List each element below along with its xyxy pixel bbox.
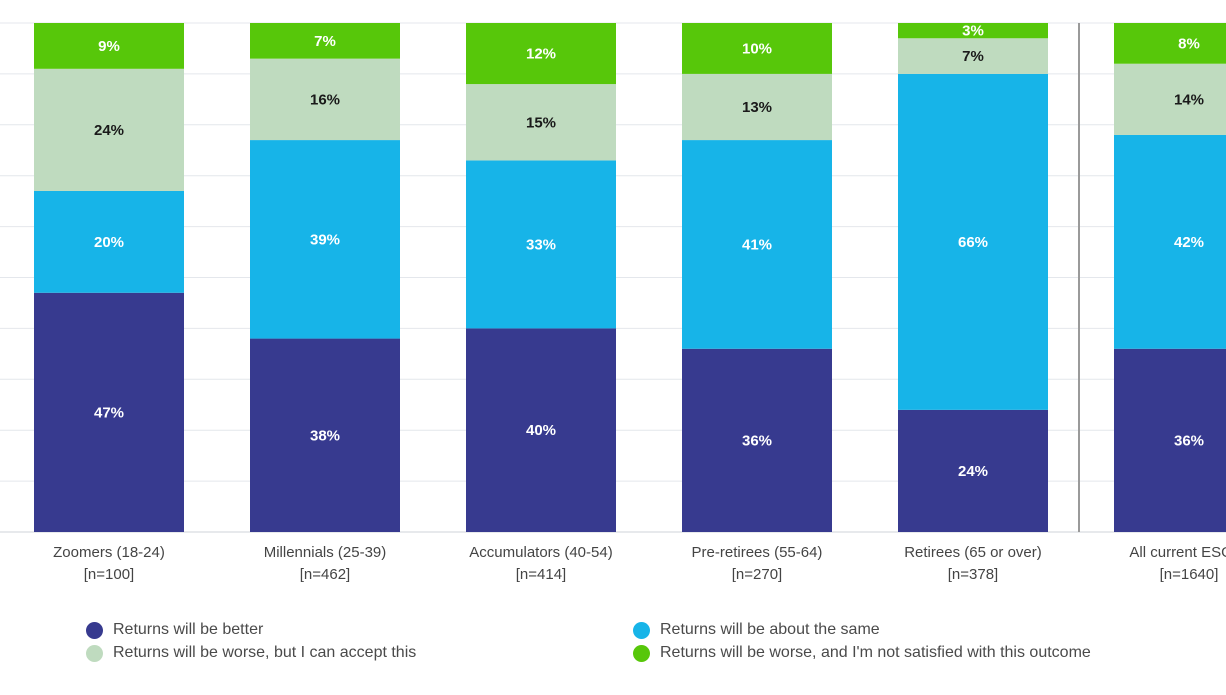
bar-segment xyxy=(1114,134,1226,349)
bar-segment xyxy=(250,23,400,59)
bar-segment xyxy=(682,140,832,349)
bar-segment xyxy=(1114,348,1226,532)
data-label: 66% xyxy=(958,234,988,251)
data-label: 14% xyxy=(1174,91,1204,108)
data-label: 38% xyxy=(310,427,340,444)
bar-segment xyxy=(34,23,184,69)
category-count-label: [n=414] xyxy=(516,566,566,583)
bar-segment xyxy=(466,328,616,532)
bar-segment xyxy=(34,292,184,532)
data-label: 8% xyxy=(1178,35,1200,52)
data-label: 12% xyxy=(526,46,556,63)
data-label: 39% xyxy=(310,231,340,248)
data-label: 40% xyxy=(526,422,556,439)
bar-segment xyxy=(250,338,400,532)
data-label: 15% xyxy=(526,114,556,131)
category-label: Pre-retirees (55-64) xyxy=(692,544,823,561)
data-label: 13% xyxy=(742,99,772,116)
bar-segment xyxy=(1114,63,1226,135)
bar-segment xyxy=(898,38,1048,74)
bar-segment xyxy=(898,23,1048,39)
data-label: 36% xyxy=(742,432,772,449)
bar-segment xyxy=(1114,23,1226,64)
category-label: Retirees (65 or over) xyxy=(904,544,1042,561)
data-label: 9% xyxy=(98,38,120,55)
data-label: 16% xyxy=(310,91,340,108)
category-count-label: [n=462] xyxy=(300,566,350,583)
bar-segment xyxy=(250,140,400,339)
data-label: 10% xyxy=(742,40,772,57)
data-label: 47% xyxy=(94,404,124,421)
bar-segment xyxy=(34,190,184,293)
bar-segment xyxy=(466,23,616,85)
bar-segment xyxy=(682,73,832,141)
bar-segment xyxy=(466,84,616,161)
bar-segment xyxy=(682,348,832,532)
data-label: 20% xyxy=(94,234,124,251)
category-count-label: [n=270] xyxy=(732,566,782,583)
category-label: Zoomers (18-24) xyxy=(53,544,165,561)
bar-segment xyxy=(466,160,616,329)
category-count-label: [n=1640] xyxy=(1160,566,1219,583)
data-label: 3% xyxy=(962,23,984,40)
data-label: 36% xyxy=(1174,432,1204,449)
category-label: Accumulators (40-54) xyxy=(469,544,612,561)
bar-segment xyxy=(250,58,400,141)
bar-segment xyxy=(34,68,184,191)
data-label: 41% xyxy=(742,236,772,253)
category-label: Millennials (25-39) xyxy=(264,544,387,561)
data-label: 42% xyxy=(1174,234,1204,251)
category-count-label: [n=100] xyxy=(84,566,134,583)
category-count-label: [n=378] xyxy=(948,566,998,583)
category-label: All current ESG in xyxy=(1129,544,1226,561)
bar-segment xyxy=(682,23,832,74)
data-label: 33% xyxy=(526,236,556,253)
data-label: 7% xyxy=(962,48,984,65)
data-label: 7% xyxy=(314,33,336,50)
data-label: 24% xyxy=(958,463,988,480)
bar-segment xyxy=(898,409,1048,532)
bar-segment xyxy=(898,73,1048,410)
data-label: 24% xyxy=(94,122,124,139)
